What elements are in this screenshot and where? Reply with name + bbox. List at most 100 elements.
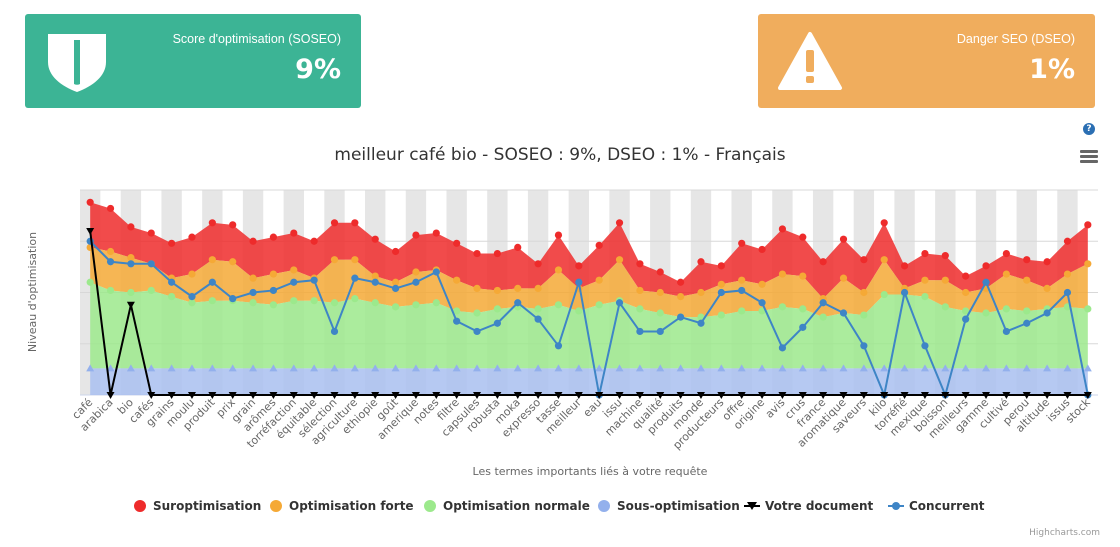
marker-suroptimisation (921, 249, 929, 258)
marker-concurrent (127, 260, 135, 268)
marker-optimisation-forte (106, 247, 115, 256)
marker-optimisation-normale (208, 297, 216, 305)
marker-sous-optimisation (330, 364, 339, 372)
marker-optimisation-normale (575, 307, 583, 315)
marker-suroptimisation (1023, 256, 1031, 264)
marker-votre-document (452, 392, 461, 399)
marker-sous-optimisation (371, 364, 380, 372)
marker-concurrent (106, 258, 115, 266)
marker-votre-document (228, 392, 237, 399)
marker-concurrent (453, 317, 461, 325)
marker-optimisation-normale (86, 278, 94, 286)
marker-sous-optimisation (982, 364, 991, 372)
marker-suroptimisation (677, 278, 685, 286)
marker-suroptimisation (615, 219, 624, 227)
legend-item[interactable]: Sous-optimisation (617, 499, 740, 513)
marker-suroptimisation (636, 260, 644, 268)
marker-optimisation-normale (880, 290, 888, 299)
marker-concurrent (839, 309, 848, 317)
marker-suroptimisation (208, 219, 216, 227)
marker-optimisation-normale (554, 301, 563, 309)
marker-votre-document (961, 392, 970, 399)
marker-concurrent (575, 278, 583, 286)
marker-optimisation-normale (717, 311, 725, 319)
marker-votre-document (676, 392, 685, 399)
marker-suroptimisation (1002, 249, 1010, 258)
marker-optimisation-forte (229, 258, 237, 266)
marker-optimisation-forte (962, 288, 970, 297)
marker-optimisation-normale (269, 301, 278, 309)
x-tick-label: eau (581, 396, 605, 420)
legend-item[interactable]: Suroptimisation (153, 499, 261, 513)
marker-concurrent (636, 327, 644, 336)
marker-votre-document (574, 392, 583, 399)
legend-item[interactable]: Optimisation forte (289, 499, 414, 513)
marker-votre-document (167, 392, 176, 399)
line-votre-document (89, 230, 1088, 396)
marker-optimisation-normale (147, 286, 155, 295)
legend-symbol (424, 500, 436, 512)
marker-concurrent (168, 278, 176, 286)
marker-optimisation-forte (738, 276, 746, 284)
marker-sous-optimisation (411, 364, 420, 372)
marker-optimisation-normale (1002, 305, 1010, 313)
legend-item[interactable]: Optimisation normale (443, 499, 590, 513)
marker-sous-optimisation (920, 364, 929, 372)
marker-concurrent (269, 286, 278, 295)
marker-votre-document (310, 392, 319, 399)
marker-optimisation-forte (290, 266, 298, 274)
marker-sous-optimisation (1002, 364, 1011, 372)
marker-sous-optimisation (778, 364, 787, 372)
marker-optimisation-forte (391, 278, 400, 286)
marker-concurrent (432, 268, 440, 276)
credits-link[interactable]: Highcharts.com (1029, 528, 1100, 538)
marker-concurrent (962, 315, 970, 323)
marker-sous-optimisation (635, 364, 644, 372)
marker-concurrent (351, 274, 359, 282)
help-icon[interactable]: ? (1083, 123, 1095, 135)
marker-optimisation-forte (839, 274, 848, 282)
y-axis-title: Niveau d'optimisation (26, 232, 39, 352)
marker-sous-optimisation (350, 364, 359, 372)
marker-concurrent (534, 315, 542, 323)
marker-votre-document (900, 392, 909, 399)
marker-suroptimisation (351, 219, 359, 227)
shield-icon (48, 34, 106, 92)
marker-votre-document (432, 392, 441, 399)
marker-concurrent (208, 278, 216, 286)
legend-item[interactable]: Votre document (765, 499, 874, 513)
marker-sous-optimisation (859, 364, 868, 372)
marker-optimisation-normale (1023, 307, 1031, 315)
marker-concurrent (778, 344, 787, 352)
marker-suroptimisation (493, 249, 501, 258)
marker-votre-document (534, 392, 543, 399)
marker-suroptimisation (86, 198, 94, 206)
marker-concurrent (615, 299, 624, 307)
marker-suroptimisation (1084, 221, 1092, 229)
marker-sous-optimisation (758, 364, 767, 372)
marker-optimisation-forte (636, 286, 644, 295)
marker-concurrent (290, 278, 298, 286)
legend-symbol (598, 500, 610, 512)
marker-concurrent (310, 276, 318, 284)
marker-concurrent (514, 299, 522, 307)
marker-votre-document (473, 392, 482, 399)
marker-suroptimisation (962, 272, 970, 280)
marker-optimisation-forte (941, 276, 949, 284)
marker-votre-document (839, 392, 848, 399)
hamburger-menu-icon[interactable] (1080, 150, 1098, 164)
marker-optimisation-normale (351, 295, 359, 303)
legend-item[interactable]: Concurrent (909, 499, 985, 513)
marker-optimisation-forte (473, 284, 481, 292)
marker-concurrent (656, 327, 664, 336)
marker-suroptimisation (697, 258, 705, 266)
marker-optimisation-forte (412, 268, 420, 276)
marker-sous-optimisation (228, 364, 237, 372)
marker-optimisation-normale (921, 293, 929, 301)
marker-optimisation-forte (799, 272, 807, 280)
marker-votre-document (147, 392, 156, 399)
marker-suroptimisation (656, 268, 664, 276)
marker-concurrent (249, 288, 257, 297)
marker-optimisation-forte (1084, 260, 1092, 268)
marker-optimisation-forte (554, 266, 563, 274)
